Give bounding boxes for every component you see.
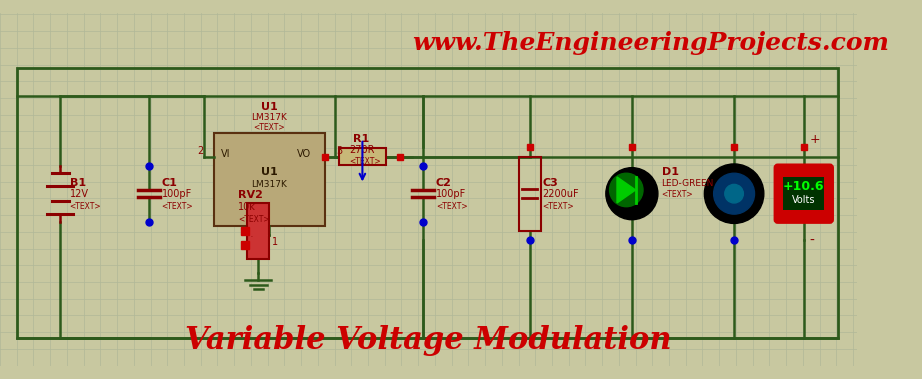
Circle shape [714,173,754,214]
Text: 1: 1 [272,237,278,247]
Text: LM317K: LM317K [252,180,288,189]
Text: U1: U1 [261,167,278,177]
Circle shape [609,173,643,207]
Circle shape [704,164,763,223]
Text: 12V: 12V [70,190,89,199]
FancyBboxPatch shape [775,165,833,222]
Circle shape [725,185,743,203]
Text: LED-GREEN: LED-GREEN [662,179,714,188]
Text: 2200uF: 2200uF [543,190,579,199]
Text: RV2: RV2 [251,236,254,237]
Bar [784,177,824,210]
Polygon shape [617,177,635,203]
Text: +10.6: +10.6 [783,180,824,193]
Text: D1: D1 [662,167,679,177]
Text: 3: 3 [337,146,342,156]
Text: <TEXT>: <TEXT> [543,202,574,211]
Text: C3: C3 [543,178,559,188]
Text: Volts: Volts [792,195,816,205]
Text: Variable Voltage Modulation: Variable Voltage Modulation [185,325,671,356]
Bar [247,203,269,259]
Text: <TEXT>: <TEXT> [238,215,269,224]
Text: LM317K: LM317K [252,113,288,122]
Text: <TEXT>: <TEXT> [254,122,285,132]
Text: VI: VI [221,149,230,158]
Text: 100pF: 100pF [436,190,466,199]
Text: 2: 2 [197,146,203,156]
Text: <TEXT>: <TEXT> [662,190,693,199]
Text: www.TheEngineeringProjects.com: www.TheEngineeringProjects.com [412,31,889,55]
Text: -: - [810,234,814,248]
Text: R1: R1 [353,134,370,144]
Text: RV2: RV2 [238,190,263,200]
Text: B1: B1 [70,178,86,188]
Text: <TEXT>: <TEXT> [436,202,467,211]
Text: C2: C2 [436,178,452,188]
Text: C1: C1 [161,178,178,188]
Circle shape [606,168,658,220]
Text: 270R: 270R [349,145,375,155]
Text: <TEXT>: <TEXT> [70,202,101,211]
Text: U1: U1 [261,102,278,112]
Text: 10k: 10k [238,202,255,212]
Text: <TEXT>: <TEXT> [161,202,194,211]
Text: VO: VO [298,149,312,158]
Bar [17,68,838,338]
FancyBboxPatch shape [214,133,325,226]
Text: +: + [810,133,820,146]
Bar [518,157,541,231]
Text: 100pF: 100pF [161,190,192,199]
Bar [339,148,385,165]
Text: <TEXT>: <TEXT> [349,157,381,166]
